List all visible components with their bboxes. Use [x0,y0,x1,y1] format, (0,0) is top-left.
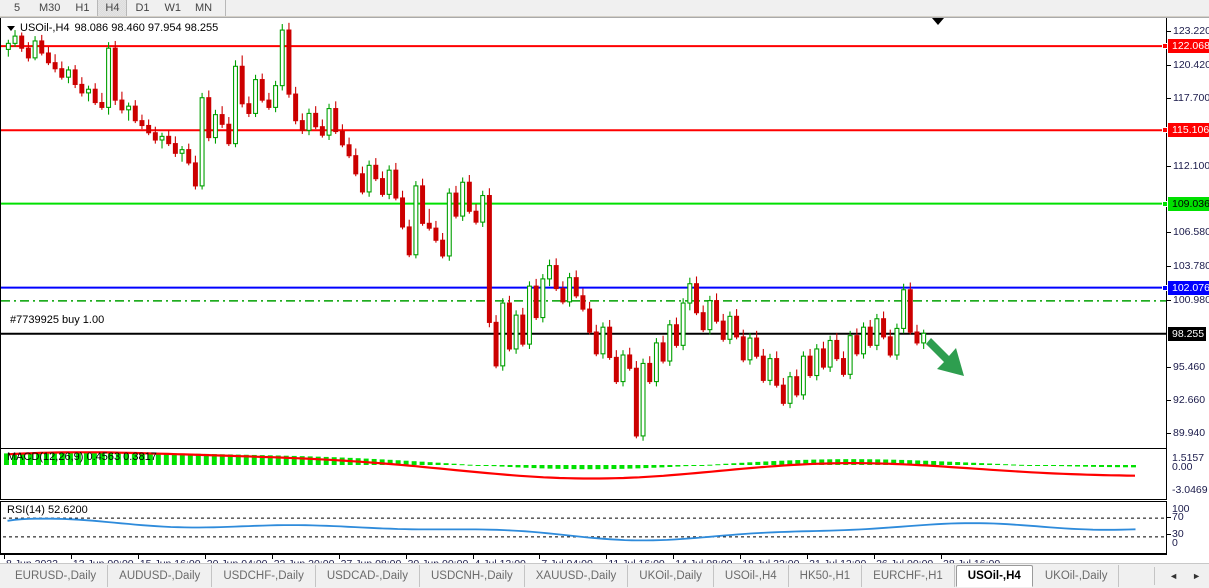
price-badge-handle[interactable] [1162,43,1168,50]
timeframe-button-d1[interactable]: D1 [135,2,150,14]
date-tick [673,555,675,559]
order-line-label: #7739925 buy 1.00 [9,314,106,326]
timeframe-button-mn[interactable]: MN [194,2,213,14]
price-tick: 89.940 [1167,427,1205,439]
date-tick [204,555,206,559]
chart-tab-eurchf-h1[interactable]: EURCHF-,H1 [862,565,955,587]
timeframe-toolbar: 5 M30 H1 H4 D1 W1 MN [0,0,1209,17]
macd-tick: 0.00 [1172,461,1193,473]
chart-tab-ukoil-daily[interactable]: UKOil-,Daily [628,565,714,587]
macd-indicator-pane[interactable]: MACD(12,26,9) 0.4563 0.3817 [0,448,1167,500]
chart-tab-usoil-h4[interactable]: USOil-,H4 [714,565,789,587]
chart-info-line: USOil-,H4 98.086 98.460 97.954 98.255 [7,22,218,34]
chart-tab-bar: EURUSD-,Daily AUDUSD-,Daily USDCHF-,Daily U… [0,563,1209,588]
chart-tab-xauusd-daily[interactable]: XAUUSD-,Daily [525,565,629,587]
rsi-plot [3,517,1164,542]
timeframe-button-h4[interactable]: H4 [97,0,128,16]
candlestick-plot [1,22,1166,441]
tab-prev-arrow-icon[interactable]: ◄ [1169,571,1179,581]
chart-ohlc-values: 98.086 98.460 97.954 98.255 [74,22,219,34]
timeframe-button-5[interactable]: 5 [13,2,21,14]
price-chart-pane[interactable]: USOil-,H4 98.086 98.460 97.954 98.255 #7… [0,18,1167,448]
crosshair-marker-icon [932,18,944,25]
date-tick [271,555,273,559]
price-scale[interactable]: 123.220 120.420 117.700 112.100 106.580 103.7… [1162,18,1209,448]
tab-next-arrow-icon[interactable]: ► [1192,571,1201,581]
price-badge-order[interactable]: 102.076 [1168,280,1209,295]
chart-tab-audusd-daily[interactable]: AUDUSD-,Daily [108,565,213,587]
price-tick: 103.780 [1167,260,1209,272]
chart-frame: USOil-,H4 98.086 98.460 97.954 98.255 #7… [0,17,1209,570]
date-tick [874,555,876,559]
date-tick [137,555,139,559]
price-badge-handle[interactable] [1162,200,1168,207]
rsi-label: RSI(14) 52.6200 [7,504,88,516]
date-tick [338,555,340,559]
macd-plot [4,451,1136,480]
price-tick: 117.700 [1167,92,1209,104]
rsi-tick: 30 [1167,528,1184,540]
price-badge-handle[interactable] [1162,127,1168,134]
chart-tab-usdchf-daily[interactable]: USDCHF-,Daily [212,565,316,587]
tab-navigation: ◄ ► [1154,567,1209,585]
price-tick: 92.660 [1167,394,1205,406]
price-tick: 120.420 [1167,59,1209,71]
chart-tab-eurusd-daily[interactable]: EURUSD-,Daily [4,565,109,587]
price-badge-last-price[interactable]: 98.255 [1168,326,1207,341]
date-tick [606,555,608,559]
date-tick [405,555,407,559]
date-tick [807,555,809,559]
rsi-scale: 100 70 30 0 [1167,501,1209,554]
chart-symbol-label: USOil-,H4 [20,22,70,34]
rsi-tick: 0 [1172,537,1178,549]
price-tick: 112.100 [1167,160,1209,172]
date-tick [941,555,942,559]
toolbar-divider [225,0,227,16]
macd-tick: -3.0469 [1172,484,1208,496]
rsi-tick: 70 [1167,511,1184,523]
collapse-triangle-icon[interactable] [7,25,15,31]
timeframe-button-h1[interactable]: H1 [75,2,90,14]
date-tick [70,555,72,559]
rsi-indicator-pane[interactable]: RSI(14) 52.6200 [0,501,1167,554]
price-badge-resistance[interactable]: 122.068 [1168,39,1209,54]
date-tick [4,555,5,559]
price-badge-support[interactable]: 109.036 [1168,196,1209,211]
price-badge-handle[interactable] [1162,284,1168,291]
date-tick [539,555,541,559]
price-badge-resistance[interactable]: 115.106 [1168,123,1209,138]
price-tick: 123.220 [1167,25,1209,37]
macd-scale: 1.5157 0.00 -3.0469 [1167,448,1209,500]
timeframe-button-w1[interactable]: W1 [164,2,181,14]
chart-tab-ukoil-daily[interactable]: UKOil-,Daily [1034,565,1120,587]
price-tick: 106.580 [1167,226,1209,238]
timeframe-button-m30[interactable]: M30 [39,2,61,14]
price-tick: 95.460 [1167,361,1205,373]
macd-tick: 1.5157 [1172,452,1205,464]
date-tick [740,555,742,559]
chart-tab-usdcad-daily[interactable]: USDCAD-,Daily [316,565,420,587]
price-tick: 100.980 [1167,294,1209,306]
date-tick [472,555,474,559]
chart-tab-usoil-h4[interactable]: USOil-,H4 [955,565,1033,587]
chart-tab-usdcnh-daily[interactable]: USDCNH-,Daily [420,565,525,587]
macd-label: MACD(12,26,9) 0.4563 0.3817 [7,451,157,463]
rsi-tick: 100 [1172,503,1190,515]
chart-tab-hk50-h1[interactable]: HK50-,H1 [789,565,863,587]
